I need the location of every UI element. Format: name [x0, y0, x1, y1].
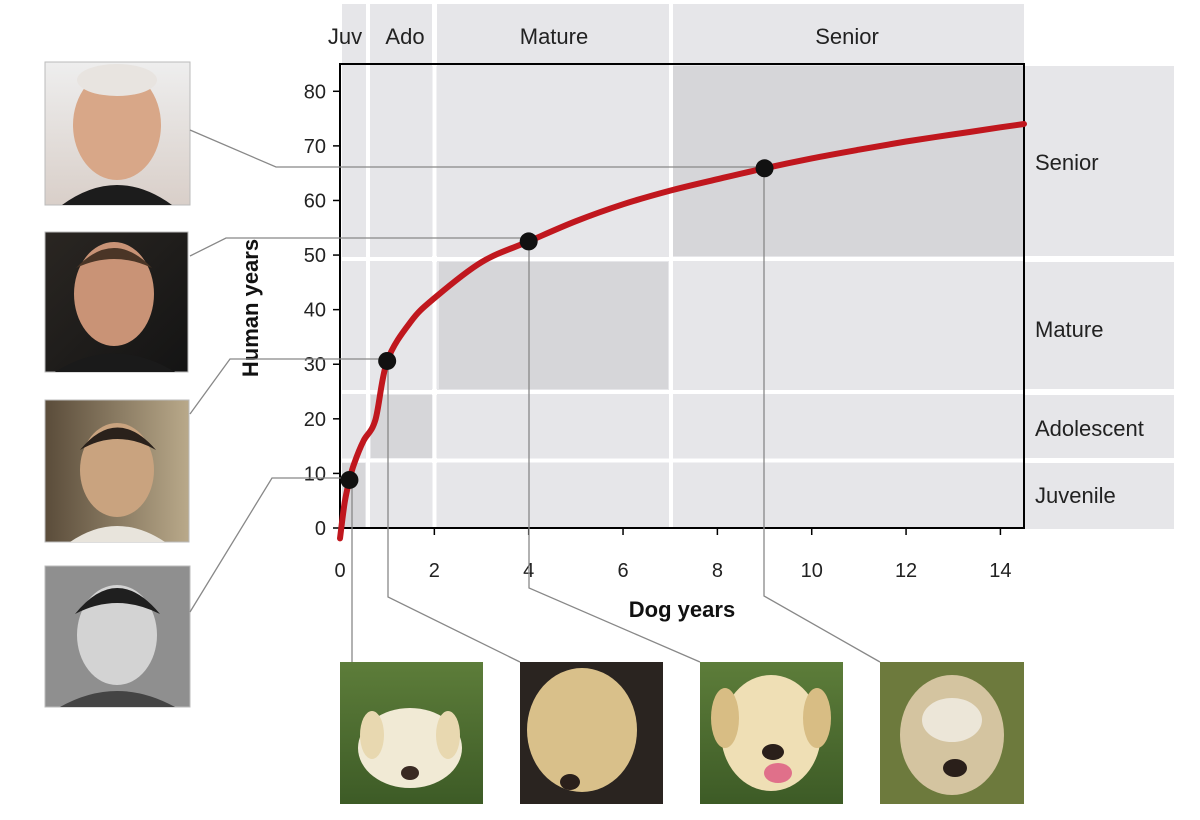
y-tick-label: 70 [304, 136, 326, 158]
man-adult-photo [44, 231, 189, 373]
y-tick-label: 30 [304, 354, 326, 376]
x-tick-label: 14 [989, 560, 1011, 582]
x-tick-label: 2 [429, 560, 440, 582]
human-stage-label-senior: Senior [1035, 150, 1099, 175]
highlight-point [755, 159, 774, 178]
teen-photo [44, 399, 190, 543]
x-axis-title: Dog years [629, 597, 735, 622]
leader-adult-dog [528, 238, 701, 663]
y-tick-label: 0 [315, 518, 326, 540]
puppy-photo [340, 662, 483, 804]
y-tick-label: 10 [304, 463, 326, 485]
x-tick-label: 6 [617, 560, 628, 582]
x-tick-label: 10 [801, 560, 823, 582]
x-tick-label: 8 [712, 560, 723, 582]
adult-dog-photo [700, 662, 843, 804]
x-tick-label: 0 [334, 560, 345, 582]
dog-stage-label-senior: Senior [815, 24, 879, 49]
highlight-point [378, 351, 397, 370]
human-stage-juvenile-strip [342, 463, 1174, 529]
dog-stage-label-mature: Mature [520, 24, 588, 49]
leader-senior-man [189, 129, 764, 168]
highlight-point [340, 470, 359, 489]
band-separators [340, 0, 1176, 528]
photo-leader-lines [189, 129, 881, 663]
man-senior-photo [44, 61, 191, 206]
leader-adult-man [189, 237, 529, 257]
x-tick-label: 12 [895, 560, 917, 582]
leader-boy [189, 477, 352, 613]
senior-dog-photo [880, 662, 1024, 804]
y-tick-label: 60 [304, 190, 326, 212]
human-stage-adolescent-strip [342, 395, 1174, 458]
y-tick-label: 40 [304, 300, 326, 322]
y-tick-label: 80 [304, 81, 326, 103]
overlap-senior-zone [673, 66, 1024, 256]
boy-photo [44, 565, 191, 708]
human-stage-label-juvenile: Juvenile [1035, 483, 1116, 508]
leader-senior-dog [763, 167, 881, 663]
young-dog-photo [520, 662, 663, 804]
human-stage-label-adolescent: Adolescent [1035, 416, 1144, 441]
highlight-point [519, 232, 538, 251]
leader-young-dog [387, 359, 521, 663]
human-stage-label-mature: Mature [1035, 317, 1103, 342]
highlight-points [340, 159, 774, 489]
dog-stage-label-juv: Juv [328, 24, 362, 49]
y-axis-title: Human years [238, 239, 263, 377]
y-tick-label: 20 [304, 409, 326, 431]
dog-stage-label-ado: Ado [385, 24, 424, 49]
y-tick-label: 50 [304, 245, 326, 267]
overlap-mature-zone [439, 262, 668, 389]
leader-teen [189, 358, 388, 415]
plot-frame [339, 63, 1025, 529]
age-curve [337, 121, 1027, 542]
